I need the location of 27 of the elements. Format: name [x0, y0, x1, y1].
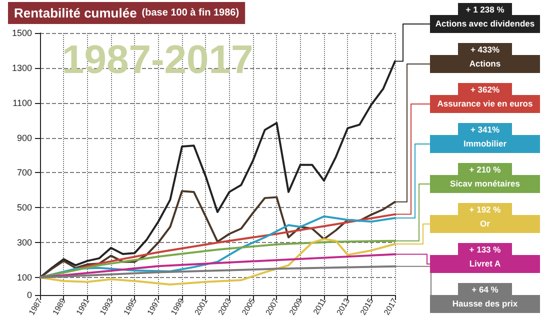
text: + 1 238 % [466, 4, 505, 14]
text: Actions avec dividendes [435, 18, 535, 28]
y-tick-label: 1500 [12, 28, 32, 38]
y-tick-label: 700 [16, 168, 32, 178]
text: + 210 % [469, 164, 502, 174]
y-tick-label: 300 [16, 238, 32, 248]
text: + 192 % [469, 204, 502, 214]
text: Actions [469, 58, 501, 68]
y-tick-label: 1100 [12, 98, 32, 108]
text: + 341% [470, 124, 500, 134]
y-tick-label: 500 [16, 202, 32, 213]
text: + 133 % [469, 244, 502, 254]
text: Or [480, 218, 491, 228]
text: Sicav monétaires [450, 178, 520, 188]
text: + 362% [470, 84, 500, 94]
chart-subtitle: (base 100 à fin 1986) [142, 8, 240, 18]
text: Hausse des prix [452, 298, 518, 308]
text: Livret A [469, 258, 501, 268]
y-tick-label: 0 [26, 290, 32, 300]
text: Assurance vie en euros [437, 98, 533, 108]
chart-title: Rentabilité cumulée [14, 6, 137, 20]
y-tick-label: 900 [16, 132, 32, 143]
text: Immobilier [464, 138, 508, 148]
y-tick-label: 100 [16, 272, 32, 283]
text: + 433% [470, 44, 500, 54]
text: + 64 % [472, 284, 499, 294]
y-tick-label: 1300 [12, 62, 32, 73]
